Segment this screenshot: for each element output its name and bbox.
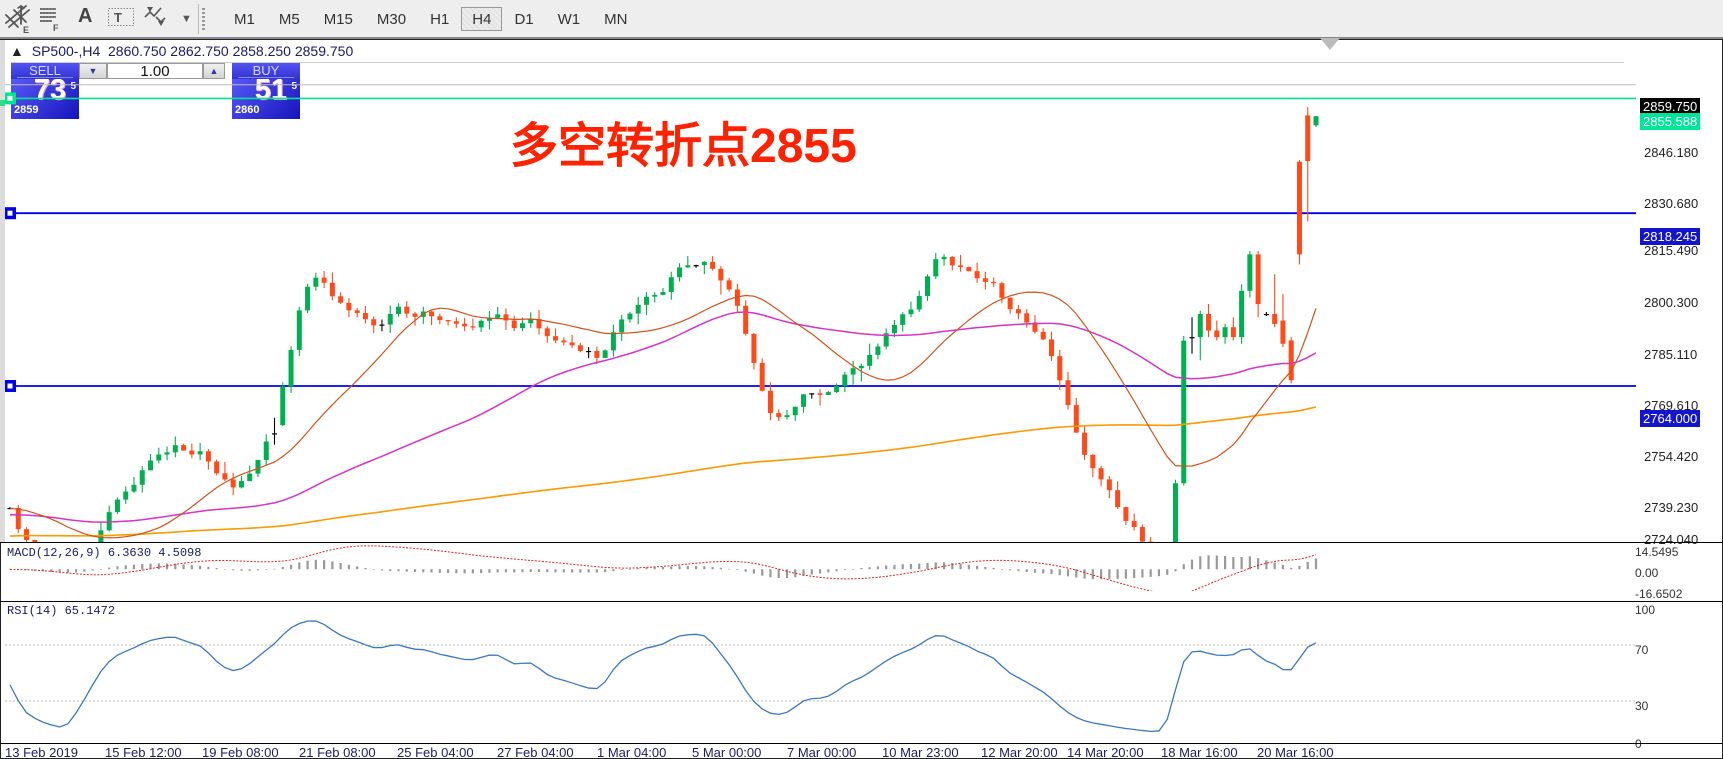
svg-text:T: T (114, 10, 122, 25)
svg-text:E: E (23, 25, 29, 34)
svg-text:F: F (53, 23, 59, 33)
